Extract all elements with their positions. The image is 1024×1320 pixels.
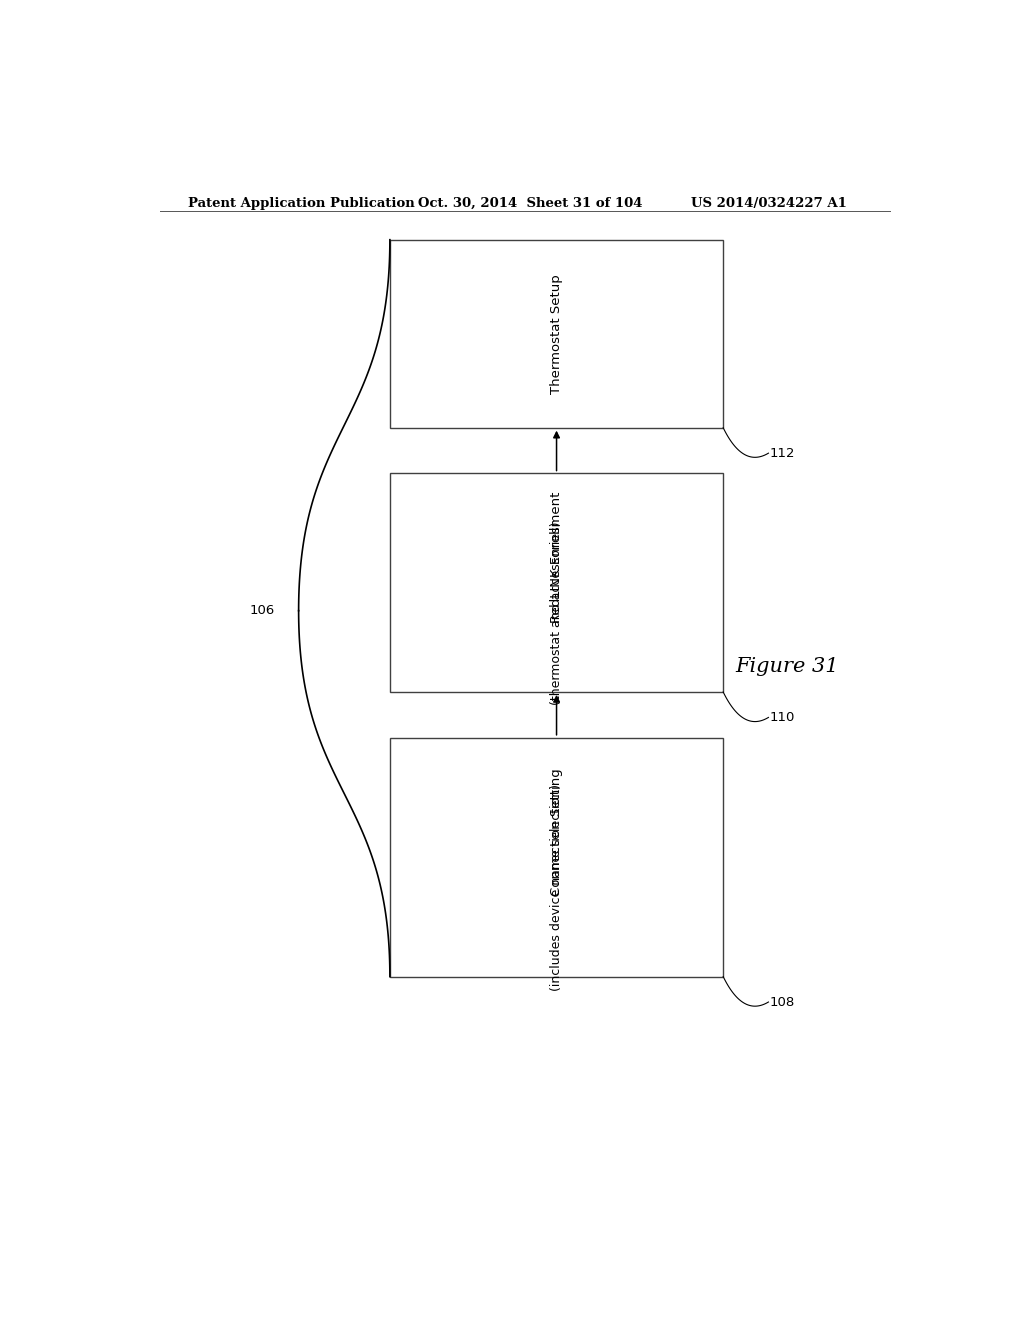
Text: (thermostat and accessories): (thermostat and accessories): [550, 521, 563, 705]
Text: 112: 112: [769, 446, 795, 459]
Text: US 2014/0324227 A1: US 2014/0324227 A1: [691, 197, 847, 210]
Bar: [390, 738, 723, 977]
Text: 106: 106: [250, 605, 274, 618]
Text: Connection Setting: Connection Setting: [550, 768, 563, 896]
Text: 110: 110: [769, 711, 795, 723]
Bar: [390, 240, 723, 428]
Text: 108: 108: [769, 995, 795, 1008]
Text: RedLINK Enrollment: RedLINK Enrollment: [550, 491, 563, 623]
Text: Oct. 30, 2014  Sheet 31 of 104: Oct. 30, 2014 Sheet 31 of 104: [418, 197, 642, 210]
Text: Patent Application Publication: Patent Application Publication: [187, 197, 415, 210]
Text: Figure 31: Figure 31: [735, 657, 839, 676]
Text: (includes device name selection): (includes device name selection): [550, 784, 563, 991]
Text: Thermostat Setup: Thermostat Setup: [550, 273, 563, 393]
Bar: [390, 474, 723, 692]
